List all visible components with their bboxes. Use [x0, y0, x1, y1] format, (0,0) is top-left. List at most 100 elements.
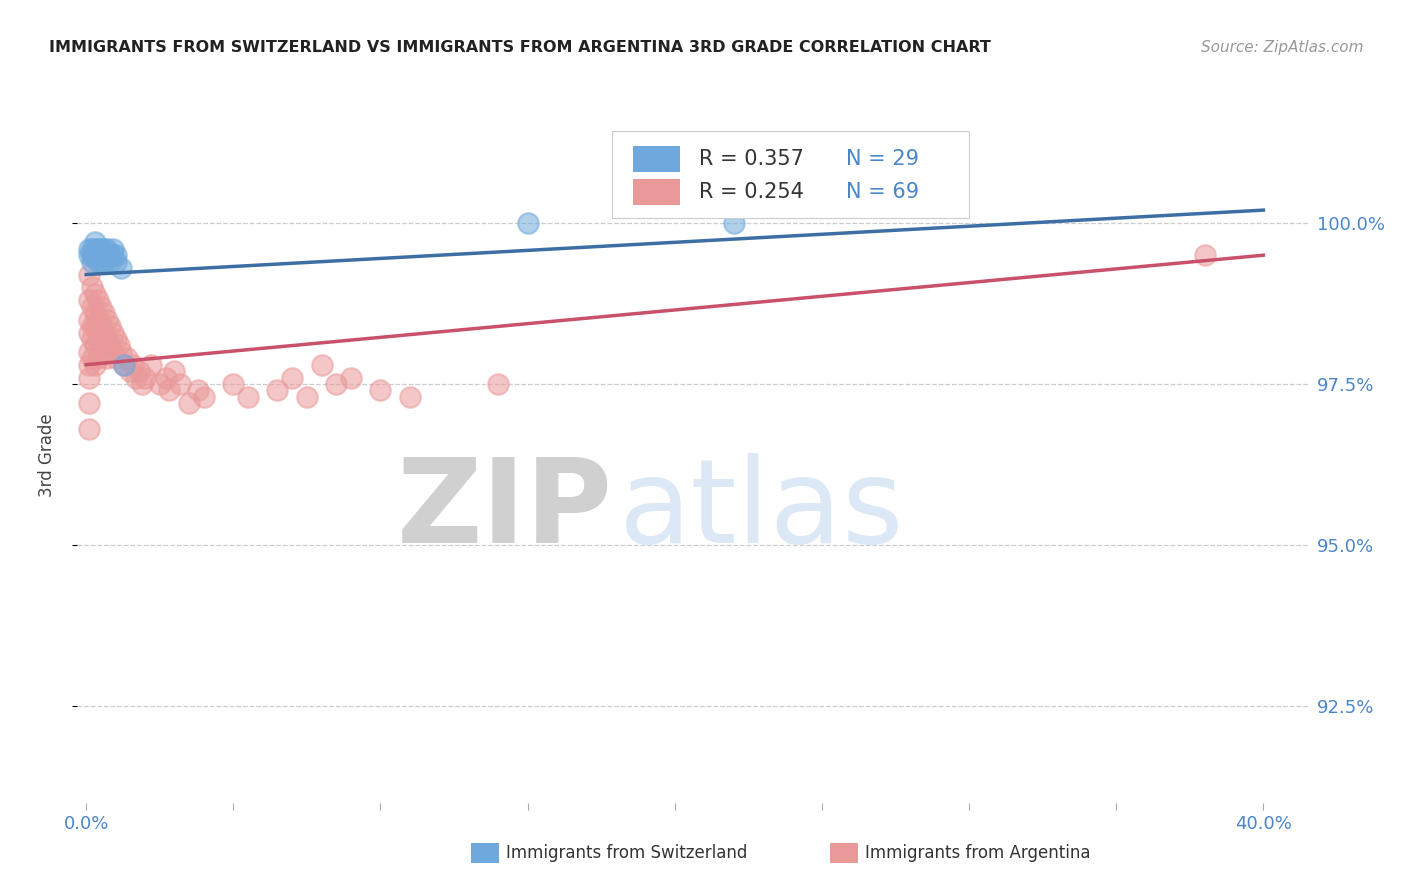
Point — [90, 338, 112, 352]
Point — [236, 390, 259, 404]
Text: Immigrants from Switzerland: Immigrants from Switzerland — [506, 844, 748, 862]
Point — [77, 358, 100, 372]
Text: Source: ZipAtlas.com: Source: ZipAtlas.com — [1201, 40, 1364, 55]
Point — [93, 306, 115, 320]
Point — [1194, 248, 1216, 262]
Point — [93, 242, 115, 256]
Text: Immigrants from Argentina: Immigrants from Argentina — [865, 844, 1090, 862]
Point — [112, 358, 135, 372]
FancyBboxPatch shape — [634, 146, 681, 172]
Text: R = 0.357: R = 0.357 — [699, 149, 803, 169]
Point — [90, 254, 112, 268]
Text: ZIP: ZIP — [396, 453, 613, 568]
Point — [93, 326, 115, 340]
Point — [84, 306, 107, 320]
Point — [101, 242, 124, 256]
Point — [98, 254, 121, 268]
Point — [77, 344, 100, 359]
Point — [84, 242, 107, 256]
Point — [96, 248, 118, 262]
Point — [87, 332, 110, 346]
Point — [96, 312, 118, 326]
Point — [87, 248, 110, 262]
Point — [281, 370, 304, 384]
Point — [98, 319, 121, 334]
Point — [139, 358, 162, 372]
Point — [90, 242, 112, 256]
Point — [486, 377, 509, 392]
Point — [80, 242, 103, 256]
Point — [128, 364, 150, 378]
Point — [90, 319, 112, 334]
Point — [77, 396, 100, 410]
Point — [110, 344, 132, 359]
Point — [90, 248, 112, 262]
Point — [93, 344, 115, 359]
Point — [104, 254, 127, 268]
Point — [104, 351, 127, 366]
Point — [93, 248, 115, 262]
Point — [80, 351, 103, 366]
Point — [90, 300, 112, 314]
Point — [84, 338, 107, 352]
Point — [187, 384, 209, 398]
Text: R = 0.254: R = 0.254 — [699, 182, 803, 202]
Point — [77, 293, 100, 308]
Point — [516, 216, 538, 230]
Point — [87, 242, 110, 256]
Point — [77, 242, 100, 256]
Point — [101, 326, 124, 340]
Point — [155, 370, 177, 384]
Point — [84, 248, 107, 262]
Point — [84, 319, 107, 334]
Point — [80, 248, 103, 262]
Point — [87, 254, 110, 268]
Point — [87, 293, 110, 308]
Point — [179, 396, 201, 410]
Point — [96, 332, 118, 346]
Point — [266, 384, 288, 398]
Point — [87, 312, 110, 326]
Point — [107, 338, 129, 352]
Point — [104, 332, 127, 346]
Point — [131, 377, 153, 392]
Point — [134, 370, 156, 384]
Point — [98, 248, 121, 262]
FancyBboxPatch shape — [634, 178, 681, 205]
Point — [77, 312, 100, 326]
Point — [98, 338, 121, 352]
Point — [110, 261, 132, 276]
Point — [169, 377, 191, 392]
Text: N = 29: N = 29 — [846, 149, 920, 169]
Point — [149, 377, 172, 392]
Point — [93, 254, 115, 268]
Point — [84, 358, 107, 372]
Point — [80, 332, 103, 346]
Point — [723, 216, 745, 230]
Point — [325, 377, 347, 392]
Point — [80, 319, 103, 334]
Point — [77, 370, 100, 384]
Point — [84, 286, 107, 301]
Point — [80, 254, 103, 268]
Text: IMMIGRANTS FROM SWITZERLAND VS IMMIGRANTS FROM ARGENTINA 3RD GRADE CORRELATION C: IMMIGRANTS FROM SWITZERLAND VS IMMIGRANT… — [49, 40, 991, 55]
Point — [311, 358, 333, 372]
Point — [399, 390, 422, 404]
Point — [163, 364, 186, 378]
Point — [157, 384, 180, 398]
Point — [104, 248, 127, 262]
Point — [96, 351, 118, 366]
Y-axis label: 3rd Grade: 3rd Grade — [38, 413, 56, 497]
Point — [96, 242, 118, 256]
Point — [370, 384, 392, 398]
Point — [80, 300, 103, 314]
Point — [340, 370, 363, 384]
Point — [295, 390, 318, 404]
Text: atlas: atlas — [619, 453, 904, 568]
FancyBboxPatch shape — [613, 131, 969, 219]
Point — [193, 390, 215, 404]
Point — [120, 364, 142, 378]
Point — [117, 351, 139, 366]
Point — [80, 280, 103, 294]
Point — [101, 248, 124, 262]
